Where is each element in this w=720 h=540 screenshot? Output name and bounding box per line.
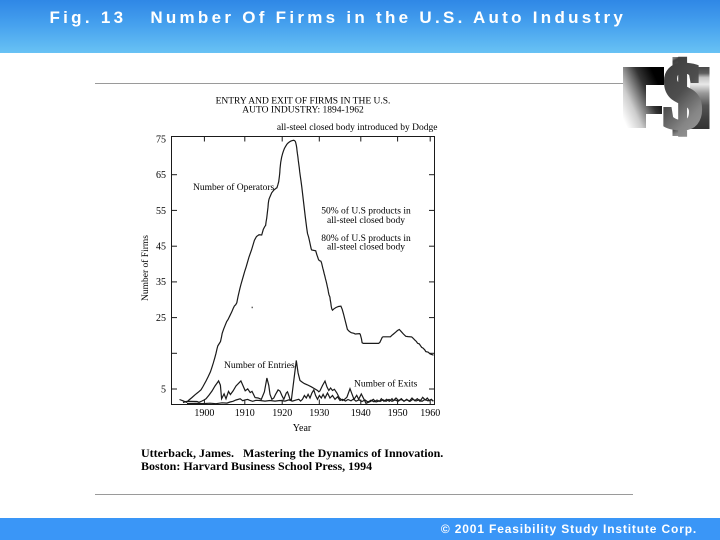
svg-text:Number of Operators: Number of Operators	[193, 182, 275, 193]
svg-text:35: 35	[156, 277, 166, 288]
svg-text:1920: 1920	[272, 408, 292, 419]
svg-text:55: 55	[156, 206, 166, 217]
svg-text:Boston: Harvard Business Schoo: Boston: Harvard Business School Press, 1…	[141, 459, 372, 473]
svg-text:25: 25	[156, 313, 166, 324]
svg-text:45: 45	[156, 242, 166, 253]
svg-text:80% of U.S products in: 80% of U.S products in	[321, 233, 411, 244]
svg-text:1950: 1950	[388, 408, 408, 419]
svg-text:75: 75	[156, 134, 166, 145]
svg-text:all-steel closed body introduc: all-steel closed body introduced by Dodg…	[277, 123, 438, 133]
svg-text:1930: 1930	[309, 408, 329, 419]
svg-text:Year: Year	[293, 423, 312, 434]
svg-text:Number of Exits: Number of Exits	[354, 379, 418, 390]
svg-text:AUTO INDUSTRY: 1894-1962: AUTO INDUSTRY: 1894-1962	[242, 106, 364, 116]
svg-text:50% of U.S products in: 50% of U.S products in	[321, 206, 411, 217]
svg-text:ENTRY AND EXIT OF FIRMS IN THE: ENTRY AND EXIT OF FIRMS IN THE U.S.	[216, 97, 391, 107]
svg-text:Number of Firms: Number of Firms	[140, 235, 151, 301]
svg-text:Number of Entries: Number of Entries	[224, 360, 295, 371]
svg-text:all-steel closed body: all-steel closed body	[327, 243, 405, 253]
svg-text:5: 5	[161, 384, 166, 395]
svg-text:1940: 1940	[351, 408, 371, 419]
svg-text:65: 65	[156, 170, 166, 181]
svg-text:Utterback, James. Mastering: Utterback, James. Mastering the Dynamics…	[141, 446, 443, 460]
svg-text:1900: 1900	[194, 408, 214, 419]
svg-text:all-steel closed body: all-steel closed body	[327, 216, 405, 226]
svg-text:1910: 1910	[235, 408, 255, 419]
svg-text:1960: 1960	[420, 408, 440, 419]
svg-text:$: $	[663, 45, 702, 147]
